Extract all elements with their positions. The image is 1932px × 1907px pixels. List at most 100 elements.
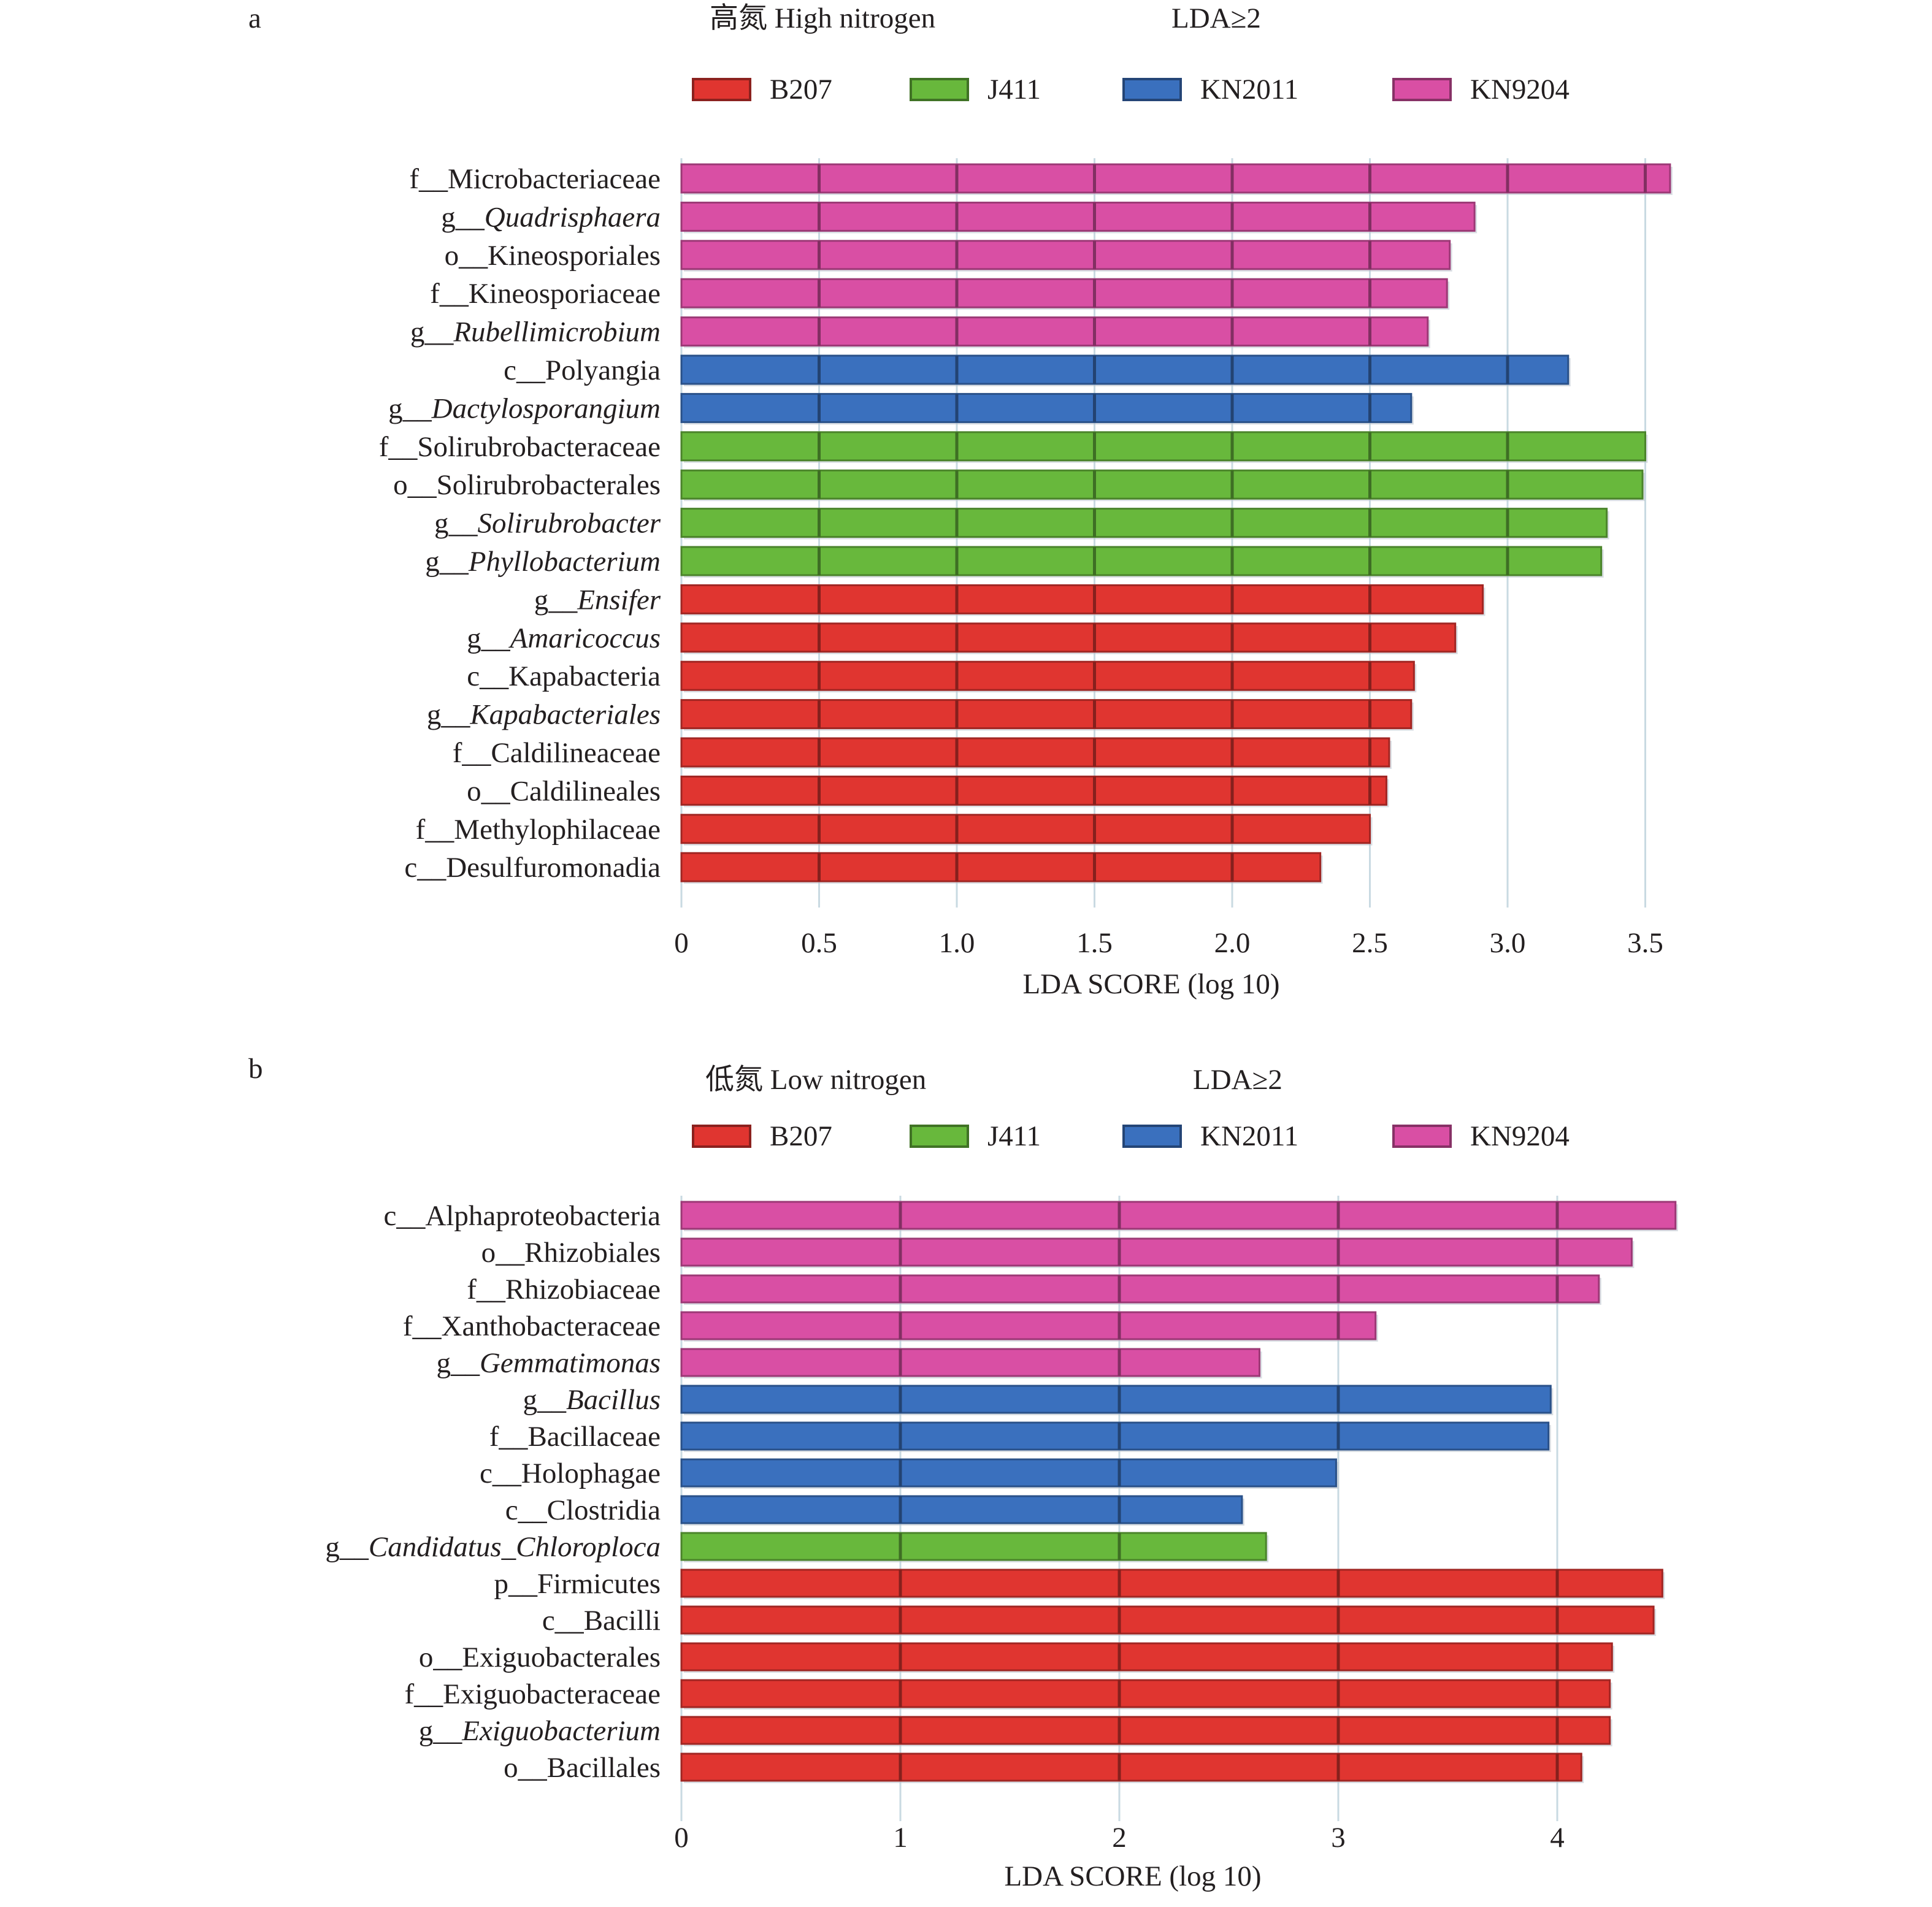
taxon-prefix: c__ — [467, 660, 508, 692]
taxon-prefix: c__ — [404, 852, 446, 884]
panel-label: a — [248, 2, 261, 34]
taxon-prefix: o__ — [393, 469, 437, 501]
taxon-name: Microbacteriaceae — [448, 163, 661, 195]
taxon-label: g__Solirubrobacter — [434, 508, 661, 540]
taxon-name: Exiguobacterales — [462, 1641, 661, 1673]
taxon-label: c__Polyangia — [504, 354, 661, 386]
taxon-prefix: g__ — [388, 392, 432, 424]
legend-label-kn9204: KN9204 — [1470, 74, 1570, 105]
taxon-label: c__Holophagae — [480, 1458, 661, 1489]
x-tick-label: 1.5 — [1076, 927, 1113, 959]
x-tick-label: 1 — [893, 1822, 908, 1854]
taxon-label: o__Caldilineales — [467, 775, 661, 807]
taxon-name: Desulfuromonadia — [446, 852, 661, 884]
taxon-label: f__Caldilineaceae — [453, 737, 661, 769]
taxon-label: c__Clostridia — [505, 1494, 661, 1526]
x-tick-label: 3.0 — [1490, 927, 1526, 959]
bar-rhizobiales — [680, 1237, 1633, 1267]
bar-phyllobacterium — [680, 546, 1603, 576]
legend-swatch-kn2011 — [1122, 1125, 1182, 1148]
x-axis-title: LDA SCORE (log 10) — [1004, 1860, 1261, 1892]
taxon-label: g__Exiguobacterium — [419, 1715, 661, 1747]
taxon-name: Solirubrobacter — [477, 508, 661, 540]
bar-microbacteriaceae — [680, 163, 1671, 194]
bar-candidatus_chloroploca — [680, 1532, 1267, 1561]
taxon-prefix: f__ — [489, 1421, 528, 1453]
taxon-name: Rubellimicrobium — [453, 316, 661, 348]
x-tick-label: 4 — [1550, 1822, 1565, 1854]
legend-swatch-b207 — [692, 1125, 751, 1148]
x-tick-label: 2.5 — [1352, 927, 1388, 959]
taxon-prefix: g__ — [425, 546, 469, 578]
taxon-prefix: g__ — [523, 1384, 566, 1416]
legend-label-kn9204: KN9204 — [1470, 1120, 1570, 1152]
taxon-label: g__Gemmatimonas — [436, 1347, 661, 1379]
taxon-prefix: o__ — [467, 775, 510, 807]
bar-kapabacteriales — [680, 699, 1413, 730]
taxon-label: o__Bacillales — [504, 1752, 661, 1784]
taxon-label: g__Rubellimicrobium — [410, 316, 661, 348]
taxon-name: Xanthobacteraceae — [442, 1310, 661, 1342]
lda-chart-low-nitrogen: b 低氮 Low nitrogen LDA≥2 B207 J411 KN2011 KN920… — [248, 1053, 1678, 1892]
taxon-prefix: f__ — [416, 814, 454, 846]
taxon-label: c__Alphaproteobacteria — [383, 1200, 661, 1232]
taxon-prefix: g__ — [410, 316, 454, 348]
taxon-label: g__Candidatus_Chloroploca — [325, 1531, 661, 1563]
bar-amaricoccus — [680, 622, 1457, 653]
taxon-prefix: o__ — [445, 240, 488, 272]
taxon-name: Bacillaceae — [527, 1421, 661, 1453]
taxon-name: Phyllobacterium — [468, 546, 661, 578]
taxon-prefix: g__ — [325, 1531, 369, 1563]
x-tick-label: 0 — [674, 1822, 689, 1854]
bar-gemmatimonas — [680, 1348, 1260, 1377]
taxon-label: f__Bacillaceae — [489, 1421, 661, 1453]
taxon-prefix: g__ — [441, 201, 485, 233]
bar-bacilli — [680, 1605, 1655, 1635]
taxon-label: g__Phyllobacterium — [425, 546, 661, 578]
taxon-label: f__Solirubrobacteraceae — [379, 431, 661, 463]
taxon-label: g__Kapabacteriales — [427, 699, 661, 731]
taxon-name: Kineosporiaceae — [469, 278, 661, 310]
chart-title: 高氮 High nitrogen — [710, 2, 935, 34]
taxon-label: g__Quadrisphaera — [441, 201, 661, 233]
taxon-name: Dactylosporangium — [431, 392, 661, 424]
taxon-name: Alphaproteobacteria — [425, 1200, 661, 1232]
taxon-label: f__Microbacteriaceae — [409, 163, 661, 195]
bar-holophagae — [680, 1458, 1337, 1488]
legend-label-j411: J411 — [987, 74, 1041, 105]
taxon-name: Holophagae — [521, 1458, 661, 1489]
taxon-label: f__Rhizobiaceae — [467, 1274, 661, 1305]
taxon-name: Caldilineaceae — [491, 737, 661, 769]
taxon-name: Gemmatimonas — [480, 1347, 661, 1379]
taxon-prefix: c__ — [504, 354, 545, 386]
bar-solirubrobacteraceae — [680, 431, 1646, 462]
taxon-name: Kapabacteria — [508, 660, 661, 692]
taxon-label: c__Desulfuromonadia — [404, 852, 661, 884]
bar-bacillaceae — [680, 1421, 1550, 1451]
bar-rhizobiaceae — [680, 1274, 1600, 1304]
x-tick-label: 3 — [1331, 1822, 1346, 1854]
taxon-label: p__Firmicutes — [494, 1568, 661, 1600]
taxon-prefix: f__ — [409, 163, 448, 195]
taxon-label: g__Amaricoccus — [467, 622, 661, 654]
bar-dactylosporangium — [680, 392, 1413, 423]
panel-label: b — [248, 1053, 263, 1085]
taxon-prefix: f__ — [403, 1310, 442, 1342]
lda-chart-high-nitrogen: a 高氮 High nitrogen LDA≥2 B207 J411 KN2011 KN92… — [248, 2, 1673, 1000]
x-tick-label: 0.5 — [801, 927, 837, 959]
taxon-name: Ensifer — [577, 584, 661, 616]
x-tick-label: 3.5 — [1627, 927, 1663, 959]
taxon-name: Methylophilaceae — [454, 814, 661, 846]
taxon-name: Solirubrobacterales — [437, 469, 661, 501]
taxon-name: Rhizobiaceae — [505, 1274, 661, 1305]
chart-title: 低氮 Low nitrogen — [705, 1064, 926, 1096]
taxon-name: Candidatus_Chloroploca — [369, 1531, 661, 1563]
bar-solirubrobacter — [680, 508, 1608, 538]
taxon-prefix: c__ — [480, 1458, 521, 1489]
taxon-prefix: c__ — [505, 1494, 547, 1526]
bar-clostridia — [680, 1495, 1243, 1524]
taxon-prefix: o__ — [504, 1752, 547, 1784]
taxon-name: Exiguobacterium — [461, 1715, 661, 1747]
taxon-label: o__Rhizobiales — [481, 1237, 661, 1269]
bar-exiguobacterales — [680, 1642, 1613, 1672]
